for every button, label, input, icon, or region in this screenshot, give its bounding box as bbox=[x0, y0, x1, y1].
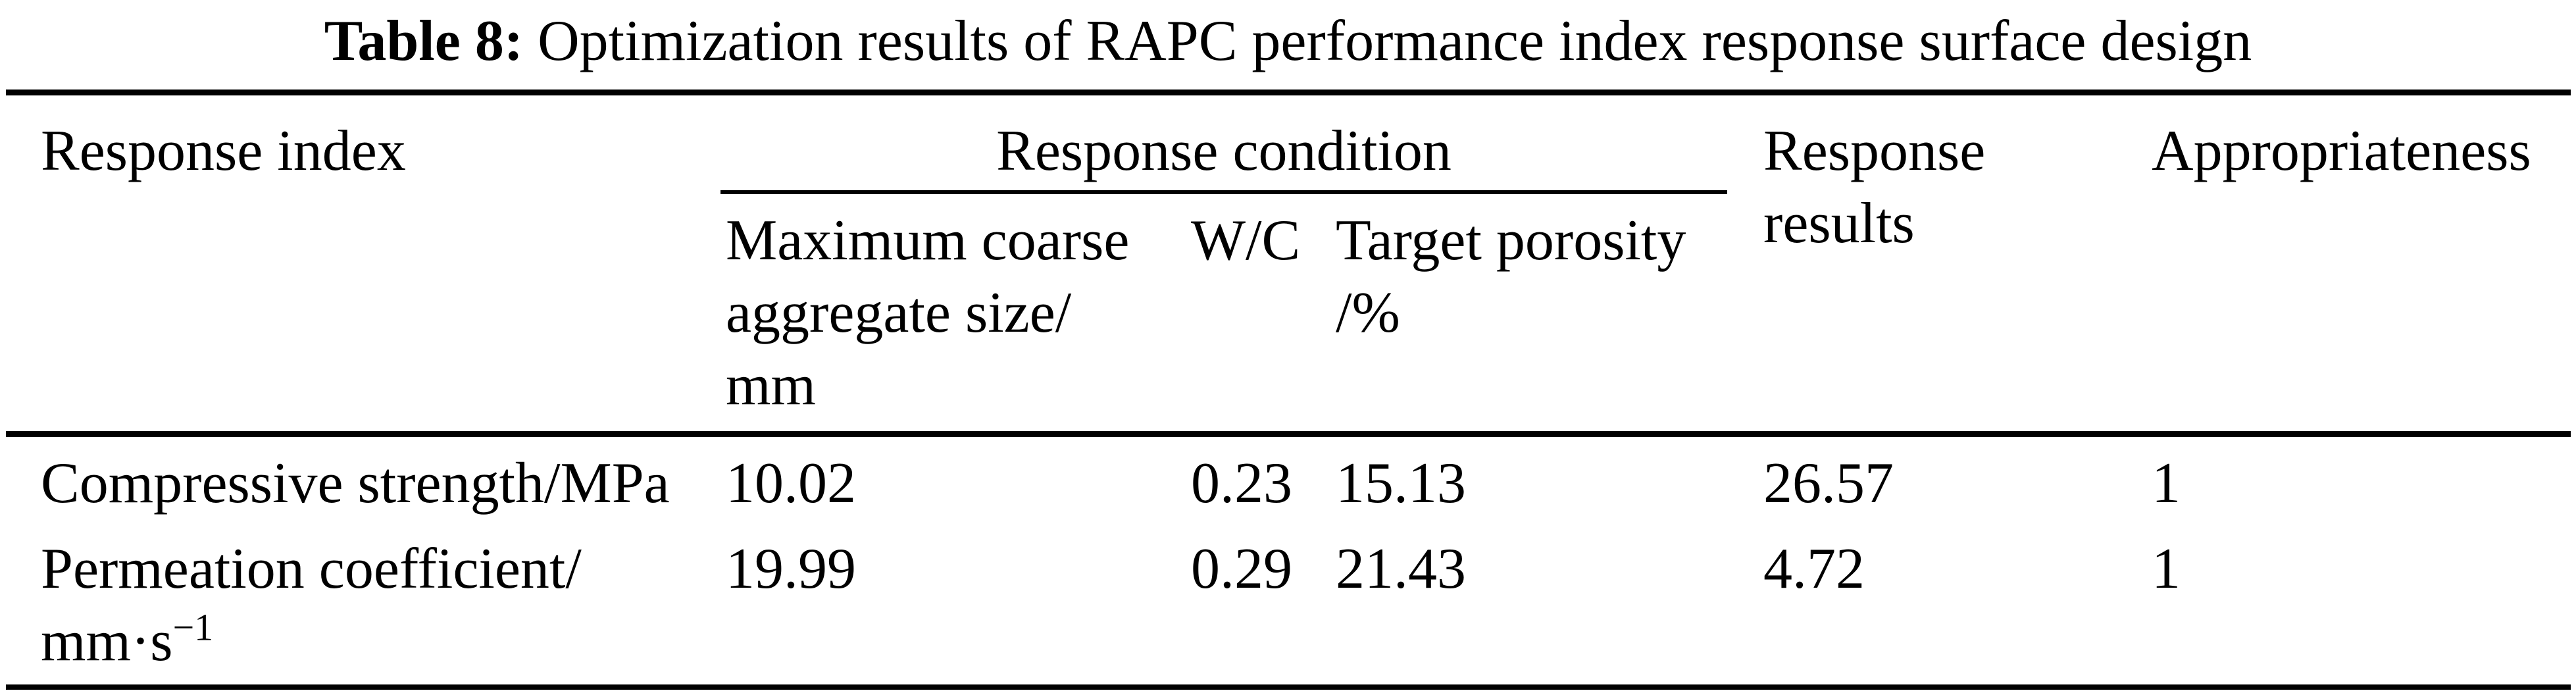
header-response-results: Response results bbox=[1763, 119, 1986, 255]
header-response-index: Response index bbox=[41, 119, 406, 183]
subheader-max-aggregate-size: Maximum coarse aggregate size/ mm bbox=[726, 209, 1130, 417]
cell-response-result: 4.72 bbox=[1763, 537, 1865, 601]
results-table: Response index Response condition Respon… bbox=[6, 90, 2571, 690]
row-label: Compressive strength/MPa bbox=[41, 451, 670, 515]
table-row: Permeation coefficient/ mm·s−1 19.99 0.2… bbox=[6, 528, 2571, 687]
cell-wc: 0.23 bbox=[1178, 431, 1323, 528]
header-appropriateness: Appropriateness bbox=[2152, 119, 2531, 183]
cell-response-index: Compressive strength/MPa bbox=[6, 431, 720, 528]
table-caption: Table 8: Optimization results of RAPC pe… bbox=[0, 0, 2576, 78]
cell-wc: 0.29 bbox=[1191, 537, 1292, 601]
cell-max-aggregate-size: 10.02 bbox=[720, 431, 1178, 528]
cell-target-porosity: 15.13 bbox=[1323, 431, 1728, 528]
table-body: Compressive strength/MPa 10.02 0.23 15.1… bbox=[6, 431, 2571, 688]
unit-superscript: −1 bbox=[172, 605, 214, 649]
cell-response-result: 26.57 bbox=[1727, 431, 2133, 528]
table-caption-title: Optimization results of RAPC performance… bbox=[538, 9, 2252, 73]
cell-appropriateness: 1 bbox=[2132, 431, 2571, 528]
header-row-groups: Response index Response condition Respon… bbox=[6, 92, 2571, 255]
table-row: Compressive strength/MPa 10.02 0.23 15.1… bbox=[6, 431, 2571, 528]
cell-target-porosity: 21.43 bbox=[1336, 537, 1466, 601]
subheader-target-porosity: Target porosity /% bbox=[1336, 209, 1686, 345]
header-row-subcolumns: Maximum coarse aggregate size/ mm W/C Ta… bbox=[6, 192, 2571, 434]
header-response-condition: Response condition bbox=[720, 92, 1728, 194]
table-header: Response index Response condition Respon… bbox=[6, 92, 2571, 434]
cell-appropriateness: 1 bbox=[2152, 537, 2181, 601]
subheader-wc: W/C bbox=[1191, 209, 1301, 272]
cell-response-index: Permeation coefficient/ mm·s−1 bbox=[6, 528, 720, 687]
table-caption-label: Table 8: bbox=[324, 9, 524, 73]
row-label: Permeation coefficient/ mm·s bbox=[41, 537, 582, 673]
cell-max-aggregate-size: 19.99 bbox=[726, 537, 856, 601]
